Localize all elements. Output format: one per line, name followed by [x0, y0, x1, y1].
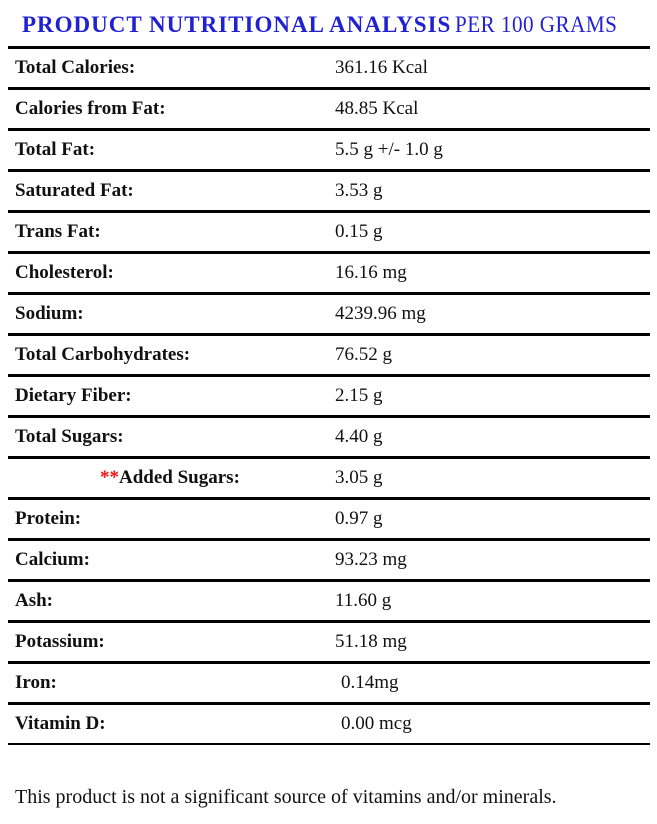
footer-disclaimer: This product is not a significant source…: [15, 786, 557, 808]
row-value: 16.16 mg: [335, 262, 407, 283]
row-label-text: Vitamin D:: [15, 713, 106, 734]
page-title-main: PRODUCT NUTRITIONAL ANALYSIS: [22, 12, 452, 37]
row-label-text: Total Fat:: [15, 139, 96, 160]
row-label: Cholesterol:: [8, 262, 335, 284]
row-label-text: Saturated Fat:: [15, 180, 134, 201]
row-label-text: Cholesterol:: [15, 262, 114, 283]
row-label-text: Total Carbohydrates:: [15, 344, 191, 365]
row-label: **Added Sugars:: [8, 467, 335, 489]
row-value: 0.15 g: [335, 221, 383, 242]
row-label: Iron:: [8, 672, 335, 694]
table-row: Total Fat: 5.5 g +/- 1.0 g: [8, 128, 650, 169]
row-label-text: Potassium:: [15, 631, 105, 652]
page-title: PRODUCT NUTRITIONAL ANALYSIS PER 100 GRA…: [22, 9, 632, 44]
row-value: 0.14mg: [341, 672, 399, 693]
row-value: 4.40 g: [335, 426, 383, 447]
table-row: Sodium: 4239.96 mg: [8, 292, 650, 333]
row-value: 3.05 g: [335, 467, 383, 488]
row-value: 0.00 mcg: [341, 713, 412, 734]
row-value: 48.85 Kcal: [335, 98, 419, 119]
table-row: Total Carbohydrates: 76.52 g: [8, 333, 650, 374]
row-label-text: Iron:: [15, 672, 57, 693]
row-label: Total Sugars:: [8, 426, 335, 448]
row-label-text: Ash:: [15, 590, 54, 611]
row-value: 51.18 mg: [335, 631, 407, 652]
row-label-text: Calcium:: [15, 549, 90, 570]
row-label-text: Trans Fat:: [15, 221, 101, 242]
row-value: 93.23 mg: [335, 549, 407, 570]
table-row: Ash: 11.60 g: [8, 579, 650, 620]
row-value: 361.16 Kcal: [335, 57, 428, 78]
table-row: **Added Sugars: 3.05 g: [8, 456, 650, 497]
row-label-text: Sodium:: [15, 303, 84, 324]
row-label: Trans Fat:: [8, 221, 335, 243]
table-row: Calcium: 93.23 mg: [8, 538, 650, 579]
table-row: Cholesterol: 16.16 mg: [8, 251, 650, 292]
row-label-text: Dietary Fiber:: [15, 385, 132, 406]
table-row: Dietary Fiber: 2.15 g: [8, 374, 650, 415]
row-label: Dietary Fiber:: [8, 385, 335, 407]
table-row: Potassium: 51.18 mg: [8, 620, 650, 661]
row-label: Calcium:: [8, 549, 335, 571]
table-row: Total Calories: 361.16 Kcal: [8, 46, 650, 87]
row-label-text: Total Calories:: [15, 57, 136, 78]
table-row: Protein: 0.97 g: [8, 497, 650, 538]
row-value: 2.15 g: [335, 385, 383, 406]
row-label: Sodium:: [8, 303, 335, 325]
table-row: Saturated Fat: 3.53 g: [8, 169, 650, 210]
row-label: Vitamin D:: [8, 713, 335, 735]
row-label: Total Calories:: [8, 57, 335, 79]
row-value: 76.52 g: [335, 344, 392, 365]
table-row: Total Sugars: 4.40 g: [8, 415, 650, 456]
row-label-text: Added Sugars:: [119, 467, 240, 488]
row-label-text: Protein:: [15, 508, 82, 529]
row-label: Protein:: [8, 508, 335, 530]
row-label-text: Calories from Fat:: [15, 98, 166, 119]
row-label: Potassium:: [8, 631, 335, 653]
row-label-text: Total Sugars:: [15, 426, 124, 447]
row-value: 0.97 g: [335, 508, 383, 529]
row-value: 5.5 g +/- 1.0 g: [335, 139, 443, 160]
table-row: Vitamin D: 0.00 mcg: [8, 702, 650, 743]
row-label: Total Fat:: [8, 139, 335, 161]
row-value: 11.60 g: [335, 590, 392, 611]
table-row: Iron: 0.14mg: [8, 661, 650, 702]
row-value: 3.53 g: [335, 180, 383, 201]
page-title-suffix: PER 100 GRAMS: [455, 12, 618, 37]
row-label: Ash:: [8, 590, 335, 612]
added-sugars-asterisk: **: [100, 467, 119, 488]
nutrition-table: Total Calories: 361.16 Kcal Calories from …: [8, 46, 650, 745]
table-row: Trans Fat: 0.15 g: [8, 210, 650, 251]
row-label: Saturated Fat:: [8, 180, 335, 202]
row-label: Calories from Fat:: [8, 98, 335, 120]
row-label: Total Carbohydrates:: [8, 344, 335, 366]
row-value: 4239.96 mg: [335, 303, 426, 324]
table-row: Calories from Fat: 48.85 Kcal: [8, 87, 650, 128]
